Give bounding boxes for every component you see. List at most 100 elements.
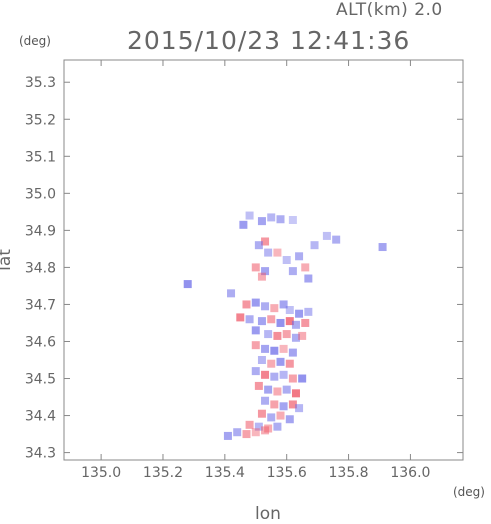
y-tick-label: 34.3 <box>25 446 56 462</box>
plot-frame <box>63 59 464 461</box>
data-point <box>291 333 300 342</box>
data-point <box>245 420 254 429</box>
data-point <box>242 430 251 439</box>
data-point <box>261 396 270 405</box>
data-point <box>183 280 192 289</box>
x-tick-label: 135.8 <box>329 465 369 481</box>
data-point <box>295 252 304 261</box>
data-point <box>242 300 251 309</box>
data-point <box>291 320 300 329</box>
y-axis-unit: (deg) <box>19 34 51 48</box>
data-point <box>301 263 310 272</box>
y-tick-label: 34.7 <box>25 297 56 313</box>
data-point <box>322 231 331 240</box>
data-point <box>279 300 288 309</box>
data-point <box>276 215 285 224</box>
data-point <box>273 387 282 396</box>
data-point <box>310 241 319 250</box>
data-point <box>288 267 297 276</box>
data-point <box>301 318 310 327</box>
data-point <box>285 317 294 326</box>
y-tick-label: 34.9 <box>25 223 56 239</box>
data-point <box>254 241 263 250</box>
data-point <box>288 400 297 409</box>
data-point <box>273 248 282 257</box>
data-point <box>332 235 341 244</box>
y-tick-label: 35.3 <box>25 75 56 91</box>
data-point <box>261 237 270 246</box>
y-tick-label: 35.0 <box>25 186 56 202</box>
data-point <box>378 243 387 252</box>
data-point <box>251 326 260 335</box>
x-axis-ticks: 135.0 135.2 135.4 135.6 135.8 136.0 <box>81 60 430 481</box>
data-point <box>257 272 266 281</box>
data-point <box>251 263 260 272</box>
data-point <box>245 211 254 220</box>
data-point <box>267 359 276 368</box>
data-point <box>261 302 270 311</box>
data-point <box>245 315 254 324</box>
data-point <box>298 331 307 340</box>
data-point <box>251 428 260 437</box>
data-point <box>267 213 276 222</box>
data-point <box>276 318 285 327</box>
data-point <box>257 409 266 418</box>
data-points <box>183 211 387 440</box>
data-point <box>282 256 291 264</box>
data-point <box>267 413 276 422</box>
y-tick-label: 34.6 <box>25 334 56 350</box>
data-point <box>291 389 300 398</box>
data-point <box>233 428 242 437</box>
data-point <box>264 248 273 257</box>
data-point <box>279 370 288 379</box>
data-point <box>270 346 279 355</box>
data-point <box>295 309 304 318</box>
data-point <box>257 317 266 326</box>
data-point <box>298 374 307 383</box>
data-point <box>288 216 297 224</box>
y-tick-label: 34.5 <box>25 372 56 388</box>
data-point <box>223 431 232 440</box>
data-point <box>279 402 288 411</box>
data-point <box>288 374 297 383</box>
y-tick-label: 34.4 <box>25 409 56 425</box>
altitude-label: ALT(km) 2.0 <box>336 0 443 20</box>
data-point <box>273 422 282 431</box>
data-point <box>264 424 273 433</box>
data-point <box>304 274 313 283</box>
data-point <box>285 415 294 424</box>
y-tick-label: 34.8 <box>25 260 56 276</box>
data-point <box>304 307 313 316</box>
data-point <box>285 359 294 368</box>
data-point <box>295 404 304 413</box>
data-point <box>251 367 260 376</box>
data-point <box>257 217 266 226</box>
data-point <box>270 372 279 381</box>
y-tick-label: 35.2 <box>25 112 56 128</box>
data-point <box>251 298 260 307</box>
data-point <box>285 306 294 314</box>
x-axis-unit: (deg) <box>453 485 485 499</box>
data-point <box>239 220 248 229</box>
x-tick-label: 135.6 <box>267 465 307 481</box>
data-point <box>254 381 263 390</box>
x-tick-label: 136.0 <box>390 465 430 481</box>
x-tick-label: 135.4 <box>205 465 245 481</box>
data-point <box>261 426 270 435</box>
data-point <box>279 344 288 353</box>
data-point <box>261 267 270 276</box>
data-point <box>261 370 270 379</box>
data-point <box>236 313 245 322</box>
data-point <box>273 331 282 340</box>
y-tick-label: 35.1 <box>25 149 56 165</box>
data-point <box>251 341 260 350</box>
data-point <box>254 422 263 431</box>
data-point <box>261 344 270 353</box>
data-point <box>282 385 291 394</box>
data-point <box>288 348 297 357</box>
data-point <box>227 289 236 298</box>
data-point <box>270 304 279 313</box>
x-tick-label: 135.2 <box>143 465 183 481</box>
x-axis-label: lon <box>255 504 281 524</box>
